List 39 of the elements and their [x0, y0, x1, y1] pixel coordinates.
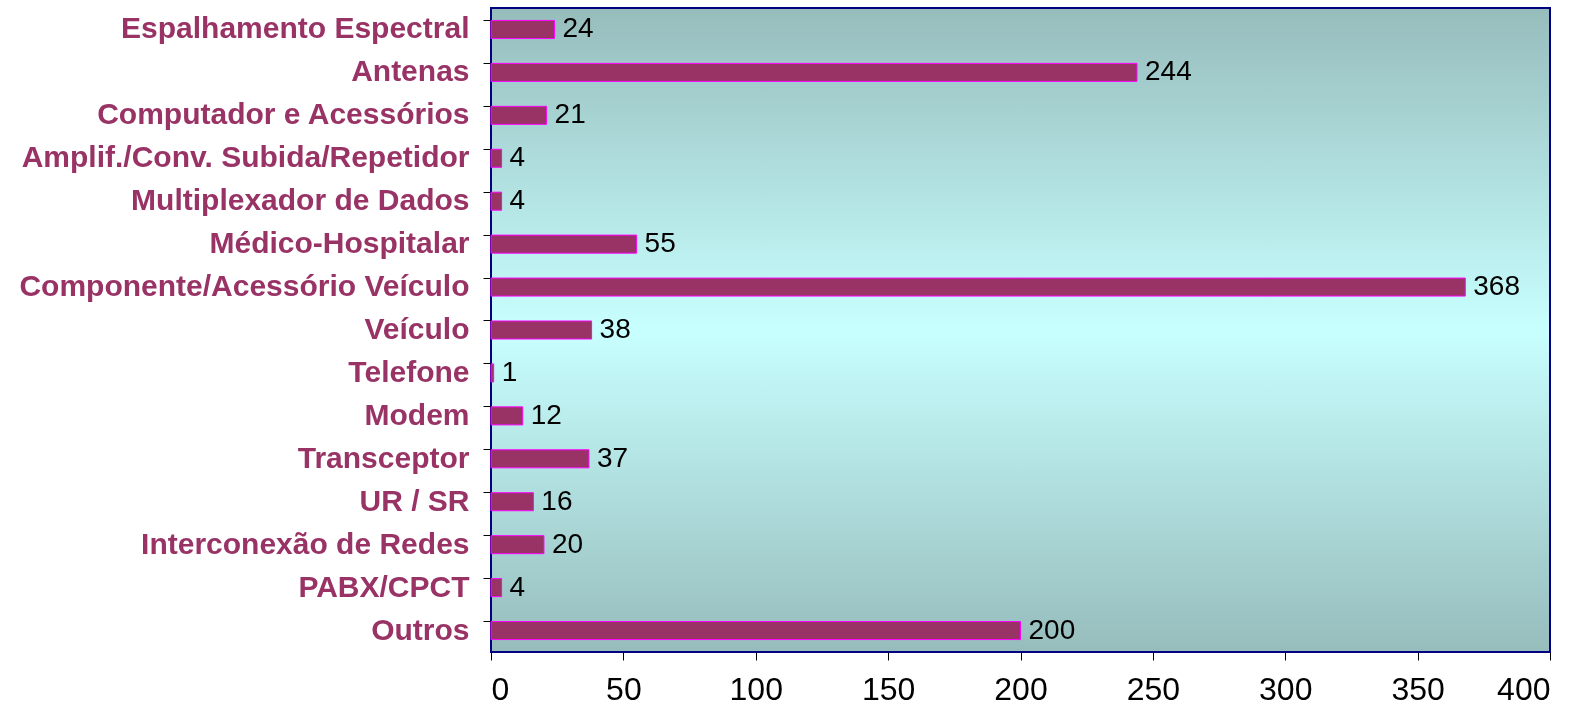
- y-tick-label: PABX/CPCT: [298, 569, 470, 603]
- y-tick-label: Médico-Hospitalar: [209, 226, 470, 260]
- y-tick-label: Veículo: [364, 312, 470, 345]
- x-tick-label: 300: [1259, 670, 1313, 707]
- data-label: 12: [530, 398, 562, 430]
- x-tick-label: 200: [994, 670, 1048, 707]
- data-label: 20: [551, 527, 584, 559]
- y-tick-label: Interconexão de Redes: [141, 526, 470, 560]
- x-tick-label: 0: [491, 670, 510, 707]
- data-label: 4: [509, 141, 526, 173]
- x-tick-label: 250: [1126, 670, 1181, 707]
- data-label: 200: [1028, 613, 1076, 645]
- y-tick-label: Transceptor: [297, 440, 470, 474]
- data-label: 16: [541, 484, 573, 516]
- y-tick-label: Telefone: [348, 354, 470, 388]
- y-tick-label: Multiplexador de Dados: [131, 183, 470, 217]
- data-label: 38: [599, 313, 631, 344]
- y-tick-label: Espalhamento Espectral: [121, 11, 470, 45]
- x-tick-label: 350: [1391, 670, 1445, 707]
- data-label: 24: [562, 12, 594, 44]
- data-label: 21: [554, 98, 586, 130]
- y-tick-label: Outros: [371, 612, 470, 646]
- data-label: 244: [1144, 55, 1192, 87]
- data-label: 1: [501, 355, 518, 387]
- data-label: 37: [596, 441, 629, 473]
- x-tick-label: 100: [729, 670, 783, 707]
- x-tick-label: 150: [861, 670, 916, 707]
- y-tick-label: Modem: [364, 397, 470, 431]
- y-tick-label: Amplif./Conv. Subida/Repetidor: [21, 140, 470, 174]
- x-tick-label: 400: [1497, 670, 1551, 707]
- data-label: 368: [1473, 270, 1520, 302]
- y-tick-label: Computador e Acessórios: [97, 97, 470, 131]
- y-tick-label: Antenas: [351, 54, 470, 88]
- data-label: 4: [509, 184, 526, 216]
- data-label: 55: [644, 227, 676, 259]
- y-tick-label: Componente/Acessório Veículo: [19, 269, 470, 303]
- x-tick-label: 50: [606, 670, 642, 707]
- y-tick-label: UR / SR: [359, 483, 470, 517]
- data-label: 4: [509, 570, 526, 602]
